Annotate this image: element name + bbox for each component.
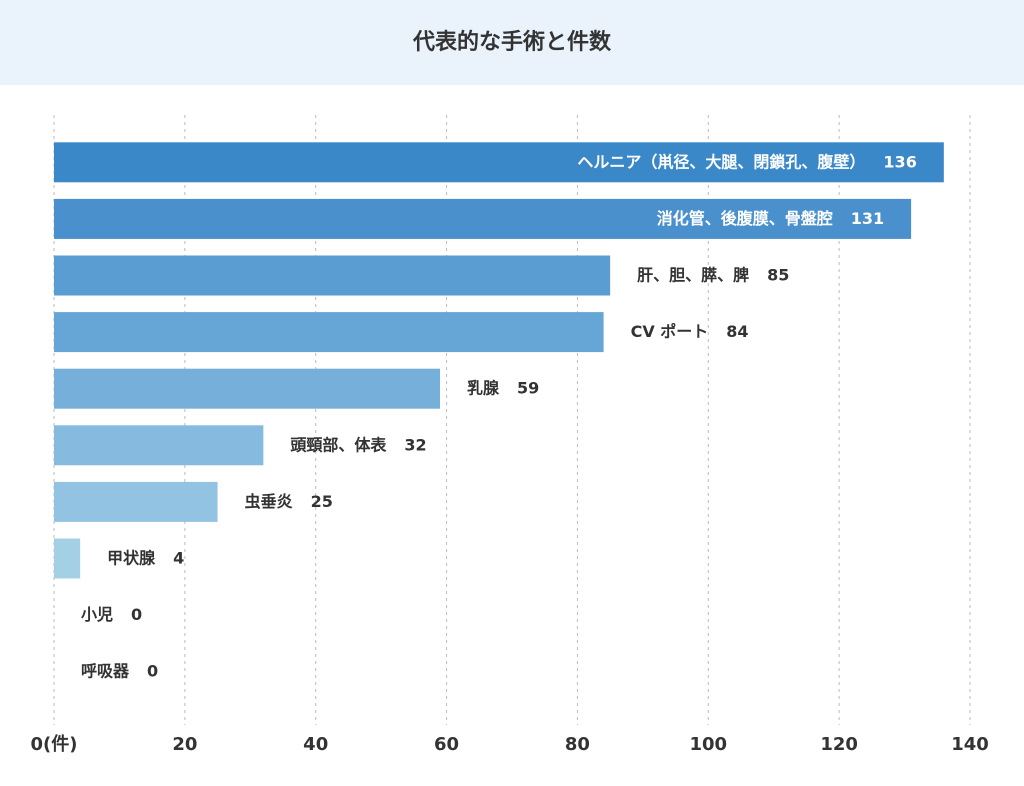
value-label: 4 [173,548,184,567]
x-tick-label: 20 [172,734,197,755]
value-label: 59 [517,378,539,397]
bar [54,425,264,466]
bar-label: 甲状腺 4 [107,548,184,567]
title-band [0,0,1024,85]
category-label: 消化管、後腹膜、骨盤腔 [657,208,833,227]
bar-label: 呼吸器 0 [81,661,158,680]
x-tick-label: 60 [434,734,459,755]
bar-label: 乳腺 59 [467,378,539,397]
bar-label: 虫垂炎 25 [245,491,333,510]
bar-label: 肝、胆、膵、脾 85 [637,265,789,284]
category-label: 虫垂炎 [245,491,293,510]
category-label: 甲状腺 [107,548,156,567]
bar [54,312,604,353]
x-tick-label: 100 [689,734,727,755]
x-tick-label: 0(件) [31,733,78,755]
bar [54,368,441,409]
bar [54,481,218,522]
category-label: 肝、胆、膵、脾 [637,265,749,284]
bar [54,198,912,239]
bar-label: ヘルニア（鼡径、大腿、閉鎖孔、腹壁） 136 [577,152,916,171]
x-tick-label: 80 [565,734,590,755]
value-label: 85 [767,265,789,284]
bar [54,255,611,296]
bar [54,538,81,579]
value-label: 0 [131,605,142,624]
x-tick-label: 40 [303,734,328,755]
x-tick-label: 140 [951,734,989,755]
bar-label: CV ポート 84 [631,322,749,341]
bar-label: 小児 0 [81,605,142,624]
category-label: 呼吸器 [81,661,130,680]
value-label: 0 [147,661,158,680]
value-label: 32 [404,435,426,454]
category-label: CV ポート [631,322,709,341]
bar [54,142,944,183]
category-label: 頭頸部、体表 [290,435,387,454]
value-label: 131 [851,208,884,227]
category-label: 乳腺 [467,378,500,397]
value-label: 25 [311,491,333,510]
value-label: 84 [726,322,748,341]
bar-label: 消化管、後腹膜、骨盤腔 131 [657,208,884,227]
chart-title: 代表的な手術と件数 [412,29,612,55]
x-tick-label: 120 [820,734,858,755]
bar-label: 頭頸部、体表 32 [290,435,426,454]
category-label: ヘルニア（鼡径、大腿、閉鎖孔、腹壁） [577,152,865,171]
value-label: 136 [883,152,916,171]
category-label: 小児 [81,605,113,624]
